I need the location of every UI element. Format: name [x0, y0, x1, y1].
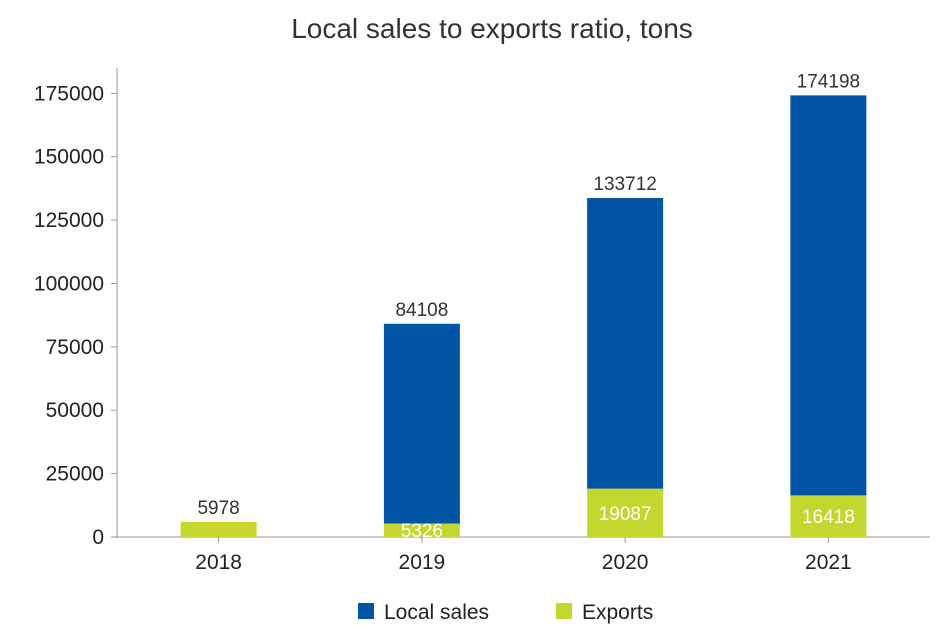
- legend-label: Exports: [582, 601, 653, 624]
- y-tick-label: 175000: [34, 82, 104, 105]
- y-tick-label: 25000: [46, 463, 104, 486]
- x-tick-label: 2019: [399, 551, 446, 574]
- exports-data-label: 5326: [401, 521, 443, 542]
- exports-data-label: 19087: [599, 504, 652, 525]
- y-tick-label: 75000: [46, 336, 104, 359]
- bar-local-sales: [587, 198, 664, 489]
- bar-exports: [587, 488, 664, 537]
- total-data-label: 133712: [593, 174, 656, 195]
- legend-label: Local sales: [384, 601, 489, 624]
- legend: Local sales Exports: [358, 601, 653, 624]
- bar-local-sales: [790, 95, 867, 496]
- total-data-label: 84108: [395, 300, 448, 321]
- y-tick-label: 0: [92, 526, 104, 549]
- y-tick-label: 125000: [34, 209, 104, 232]
- legend-swatch: [358, 603, 374, 619]
- y-tick-label: 150000: [34, 146, 104, 169]
- bars: [180, 95, 867, 537]
- x-tick-label: 2021: [805, 551, 852, 574]
- y-tick-label: 100000: [34, 272, 104, 295]
- bar-exports: [383, 523, 460, 537]
- total-data-label: 5978: [197, 498, 239, 519]
- data-labels: 5978 84108 5326 133712 19087 174198 16418: [197, 71, 860, 542]
- y-tick-label: 50000: [46, 399, 104, 422]
- x-tick-label: 2020: [602, 551, 649, 574]
- x-tick-label: 2018: [195, 551, 242, 574]
- x-axis-ticks: 2018 2019 2020 2021: [195, 537, 852, 574]
- bar-exports: [180, 521, 257, 537]
- exports-data-label: 16418: [802, 507, 855, 528]
- chart-title: Local sales to exports ratio, tons: [291, 13, 693, 44]
- total-data-label: 174198: [797, 71, 860, 92]
- bar-exports: [790, 495, 867, 537]
- legend-swatch: [556, 603, 572, 619]
- bar-local-sales: [383, 323, 460, 524]
- y-axis-ticks: 0 25000 50000 75000 100000 125000 150000 175000: [34, 82, 117, 549]
